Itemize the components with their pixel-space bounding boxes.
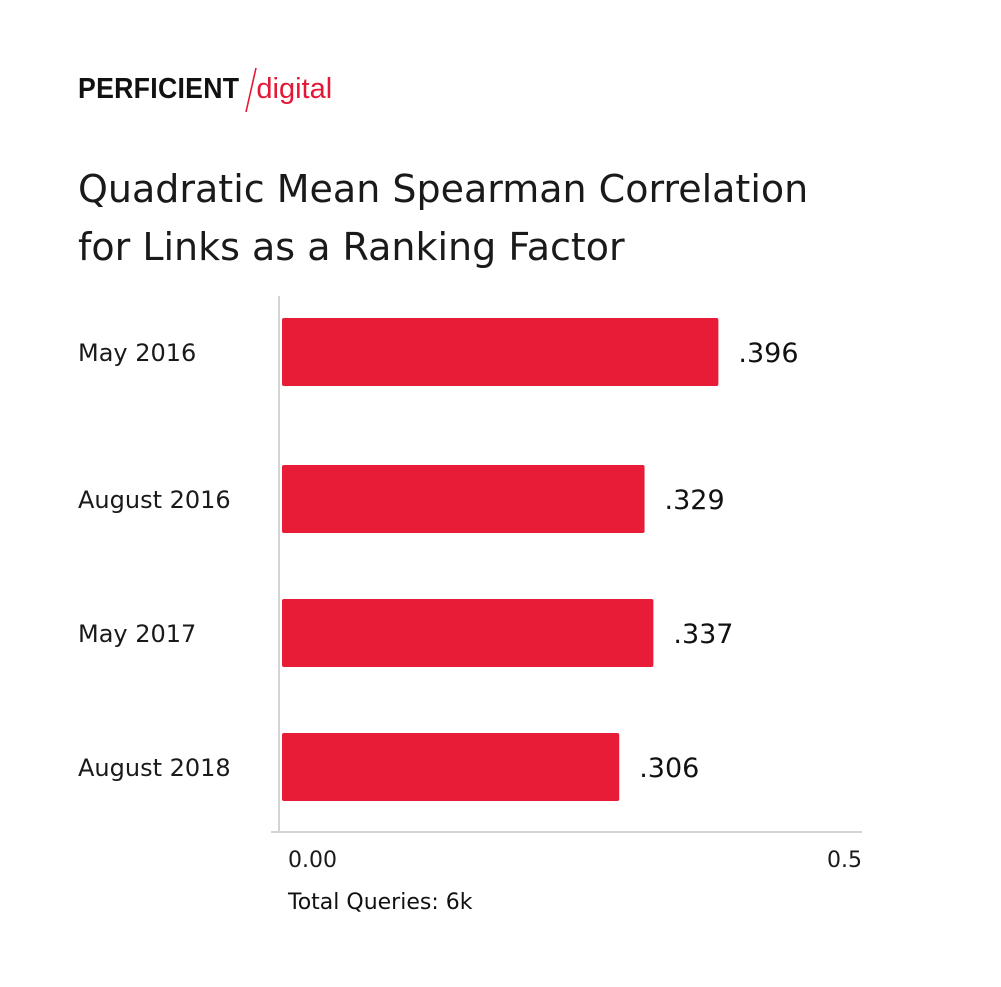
- brand-logo: PERFICIENT digital: [78, 64, 332, 114]
- bar: [282, 318, 719, 386]
- bar: [282, 465, 645, 533]
- logo-wordmark-left: PERFICIENT: [78, 73, 240, 105]
- chart-title-line-1: Quadratic Mean Spearman Correlation: [78, 167, 809, 211]
- value-label: .337: [673, 619, 733, 650]
- value-label: .306: [639, 753, 699, 784]
- value-label: .329: [665, 485, 725, 516]
- chart-title-line-2: for Links as a Ranking Factor: [78, 225, 625, 269]
- category-label: August 2016: [78, 486, 231, 514]
- category-label: May 2017: [78, 620, 196, 648]
- x-tick-label: 0.5: [827, 848, 862, 873]
- chart-title: Quadratic Mean Spearman Correlation for …: [78, 160, 808, 276]
- logo-slash-icon: [245, 67, 258, 113]
- logo-wordmark-right: digital: [256, 73, 333, 105]
- value-label: .396: [738, 338, 798, 369]
- x-tick-label: 0.00: [288, 848, 337, 873]
- total-queries-note: Total Queries: 6k: [288, 890, 473, 915]
- bar: [282, 599, 654, 667]
- category-label: August 2018: [78, 754, 231, 782]
- bar: [282, 733, 620, 801]
- category-label: May 2016: [78, 339, 196, 367]
